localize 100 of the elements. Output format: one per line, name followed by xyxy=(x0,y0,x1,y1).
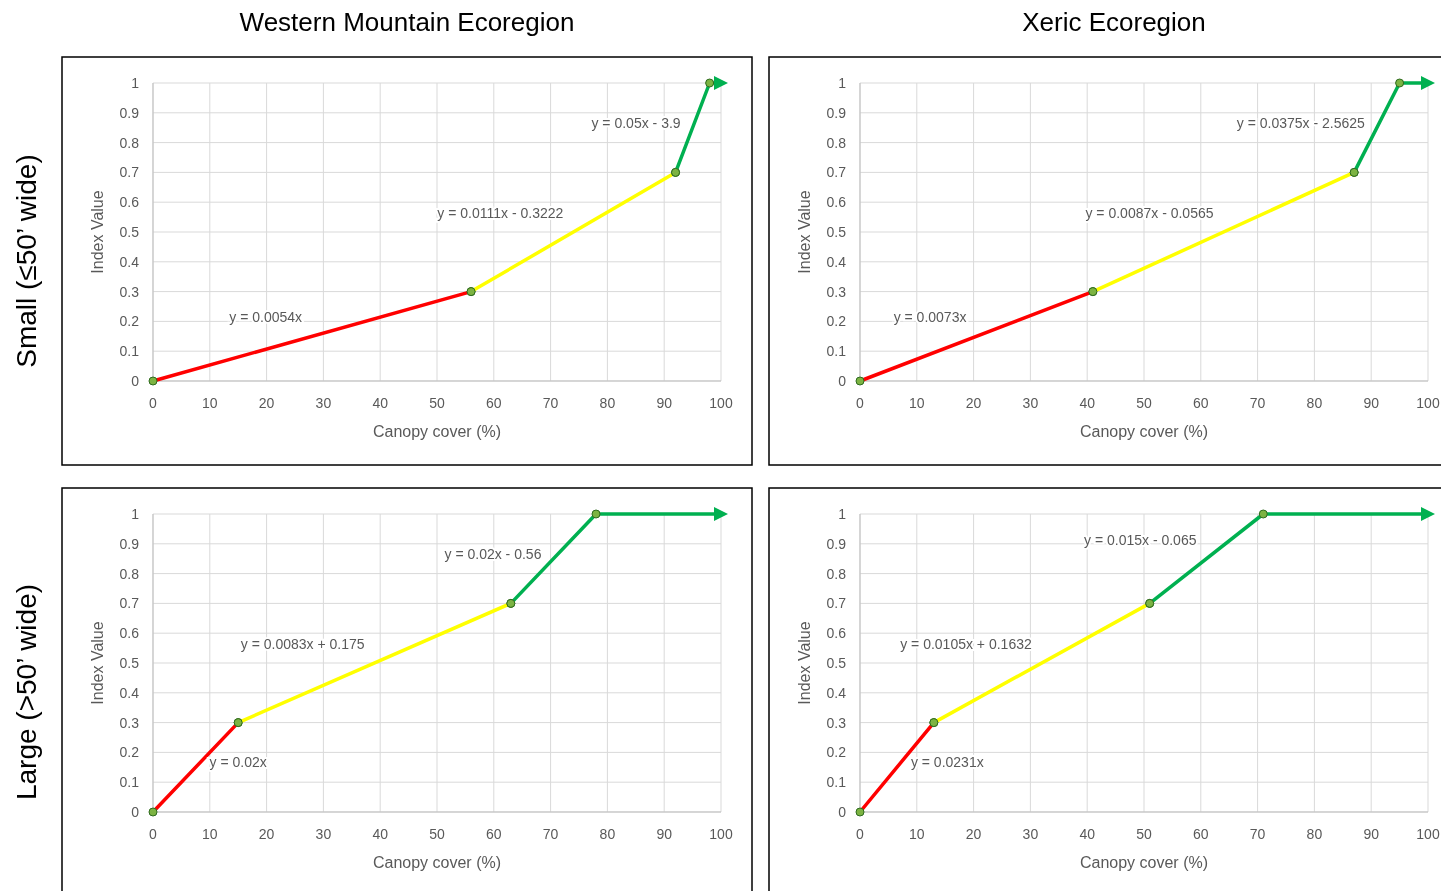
y-tick-label: 1 xyxy=(838,75,847,91)
x-tick-label: 100 xyxy=(709,395,733,411)
y-tick-label: 0.3 xyxy=(119,283,140,300)
annotation: y = 0.0087x - 0.0565 xyxy=(1085,205,1214,221)
y-tick-label: 0.4 xyxy=(826,253,847,270)
chart-title: Western Mountain Ecoregion xyxy=(239,7,575,37)
y-axis-title: Index Value xyxy=(89,621,106,705)
x-tick-label: 10 xyxy=(909,826,925,842)
y-tick-label: 0.9 xyxy=(826,535,847,552)
annotation: y = 0.02x - 0.56 xyxy=(444,545,542,562)
x-tick-label: 100 xyxy=(709,826,733,842)
y-tick-label: 0.3 xyxy=(119,714,140,731)
x-tick-label: 30 xyxy=(315,395,332,411)
y-tick-label: 0.9 xyxy=(119,535,140,552)
y-tick-label: 0.3 xyxy=(826,283,847,300)
y-tick-label: 0.2 xyxy=(826,313,847,330)
x-tick-label: 100 xyxy=(1416,395,1440,411)
y-tick-label: 0.8 xyxy=(826,565,847,582)
y-tick-label: 0 xyxy=(838,373,847,389)
y-tick-label: 0.8 xyxy=(826,134,847,151)
y-tick-label: 0.1 xyxy=(119,774,140,791)
x-tick-label: 100 xyxy=(1416,826,1440,842)
y-tick-label: 0.4 xyxy=(119,253,140,270)
x-tick-label: 0 xyxy=(856,395,865,411)
text: Large (>50’ wide) xyxy=(11,583,42,801)
annotation: y = 0.0083x + 0.175 xyxy=(240,636,365,652)
y-tick-label: 0 xyxy=(838,804,847,820)
x-tick-label: 50 xyxy=(1136,395,1152,411)
y-tick-label: 0.8 xyxy=(119,565,140,582)
y-tick-label: 1 xyxy=(131,75,140,91)
y-tick-label: 1 xyxy=(838,506,847,522)
annotation: y = 0.0375x - 2.5625 xyxy=(1236,114,1366,131)
x-axis-title: Canopy cover (%) xyxy=(1079,854,1209,871)
y-tick-label: 0.7 xyxy=(826,164,847,181)
text: Small (≤50’ wide) xyxy=(11,154,42,368)
y-tick-label: 0.9 xyxy=(119,104,140,121)
x-tick-label: 60 xyxy=(486,395,502,411)
y-tick-label: 0.7 xyxy=(826,595,847,612)
x-tick-label: 20 xyxy=(258,826,275,842)
y-tick-label: 0.6 xyxy=(119,194,140,211)
x-axis-title: Canopy cover (%) xyxy=(1079,423,1209,440)
y-tick-label: 0.9 xyxy=(826,104,847,121)
x-tick-label: 70 xyxy=(1249,395,1266,411)
y-tick-label: 1 xyxy=(131,506,140,522)
y-tick-label: 0.5 xyxy=(119,655,140,671)
x-tick-label: 50 xyxy=(429,826,445,842)
x-tick-label: 90 xyxy=(656,826,673,842)
y-tick-label: 0.3 xyxy=(826,714,847,731)
y-tick-label: 0.6 xyxy=(826,625,847,642)
x-tick-label: 0 xyxy=(856,826,865,842)
x-tick-label: 10 xyxy=(909,395,925,411)
x-tick-label: 80 xyxy=(599,826,616,842)
x-tick-label: 60 xyxy=(1193,395,1209,411)
x-tick-label: 80 xyxy=(1306,826,1323,842)
y-tick-label: 0.5 xyxy=(826,224,847,240)
y-tick-label: 0.4 xyxy=(119,684,140,701)
y-tick-label: 0.6 xyxy=(119,625,140,642)
x-tick-label: 40 xyxy=(1079,826,1096,842)
x-tick-label: 40 xyxy=(372,826,389,842)
y-tick-label: 0.6 xyxy=(826,194,847,211)
x-tick-label: 10 xyxy=(202,826,218,842)
x-tick-label: 90 xyxy=(1363,395,1380,411)
y-axis-title: Index Value xyxy=(796,190,813,274)
x-tick-label: 10 xyxy=(202,395,218,411)
y-tick-label: 0.8 xyxy=(119,134,140,151)
annotation: y = 0.05x - 3.9 xyxy=(591,114,681,131)
y-axis-title: Index Value xyxy=(89,190,106,274)
x-tick-label: 70 xyxy=(542,826,559,842)
x-tick-label: 60 xyxy=(486,826,502,842)
chart-title: Xeric Ecoregion xyxy=(1022,7,1206,37)
x-tick-label: 90 xyxy=(1363,826,1380,842)
x-tick-label: 90 xyxy=(656,395,673,411)
y-tick-label: 0.7 xyxy=(119,595,140,612)
x-tick-label: 40 xyxy=(1079,395,1096,411)
x-tick-label: 20 xyxy=(258,395,275,411)
x-tick-label: 40 xyxy=(372,395,389,411)
x-tick-label: 70 xyxy=(542,395,559,411)
y-tick-label: 0 xyxy=(131,804,140,820)
x-tick-label: 30 xyxy=(1022,826,1039,842)
x-axis-title: Canopy cover (%) xyxy=(372,854,502,871)
x-tick-label: 30 xyxy=(1022,395,1039,411)
y-tick-label: 0.2 xyxy=(119,313,140,330)
annotation: y = 0.0105x + 0.1632 xyxy=(900,636,1032,652)
y-tick-label: 0.1 xyxy=(826,343,847,360)
y-tick-label: 0.7 xyxy=(119,164,140,181)
x-tick-label: 80 xyxy=(599,395,616,411)
x-tick-label: 20 xyxy=(965,826,982,842)
y-tick-label: 0.5 xyxy=(119,224,140,240)
x-tick-label: 50 xyxy=(429,395,445,411)
x-tick-label: 20 xyxy=(965,395,982,411)
x-tick-label: 0 xyxy=(149,826,158,842)
annotation: y = 0.015x - 0.065 xyxy=(1084,531,1197,548)
y-axis-title: Index Value xyxy=(796,621,813,705)
annotation: y = 0.0054x xyxy=(229,309,303,326)
y-tick-label: 0.5 xyxy=(826,655,847,671)
x-tick-label: 0 xyxy=(149,395,158,411)
y-tick-label: 0.4 xyxy=(826,684,847,701)
annotation: y = 0.02x xyxy=(209,754,267,771)
x-tick-label: 50 xyxy=(1136,826,1152,842)
x-tick-label: 70 xyxy=(1249,826,1266,842)
